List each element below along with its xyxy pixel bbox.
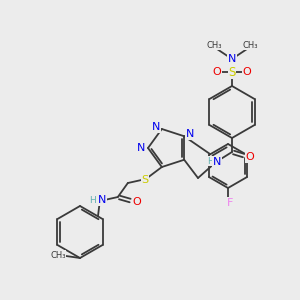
Text: CH₃: CH₃ [242, 40, 258, 50]
Text: N: N [186, 129, 194, 139]
Text: H: H [89, 196, 96, 205]
Text: H: H [208, 157, 214, 166]
Text: S: S [141, 175, 148, 185]
Text: O: O [243, 67, 251, 77]
Text: N: N [228, 54, 236, 64]
Text: O: O [213, 67, 221, 77]
Text: S: S [228, 65, 236, 79]
Text: N: N [152, 122, 160, 132]
Text: F: F [227, 198, 233, 208]
Text: CH₃: CH₃ [206, 40, 222, 50]
Text: N: N [98, 195, 106, 205]
Text: N: N [137, 143, 145, 153]
Text: CH₃: CH₃ [50, 250, 66, 260]
Text: O: O [246, 152, 254, 162]
Text: N: N [213, 157, 221, 167]
Text: O: O [132, 197, 141, 207]
